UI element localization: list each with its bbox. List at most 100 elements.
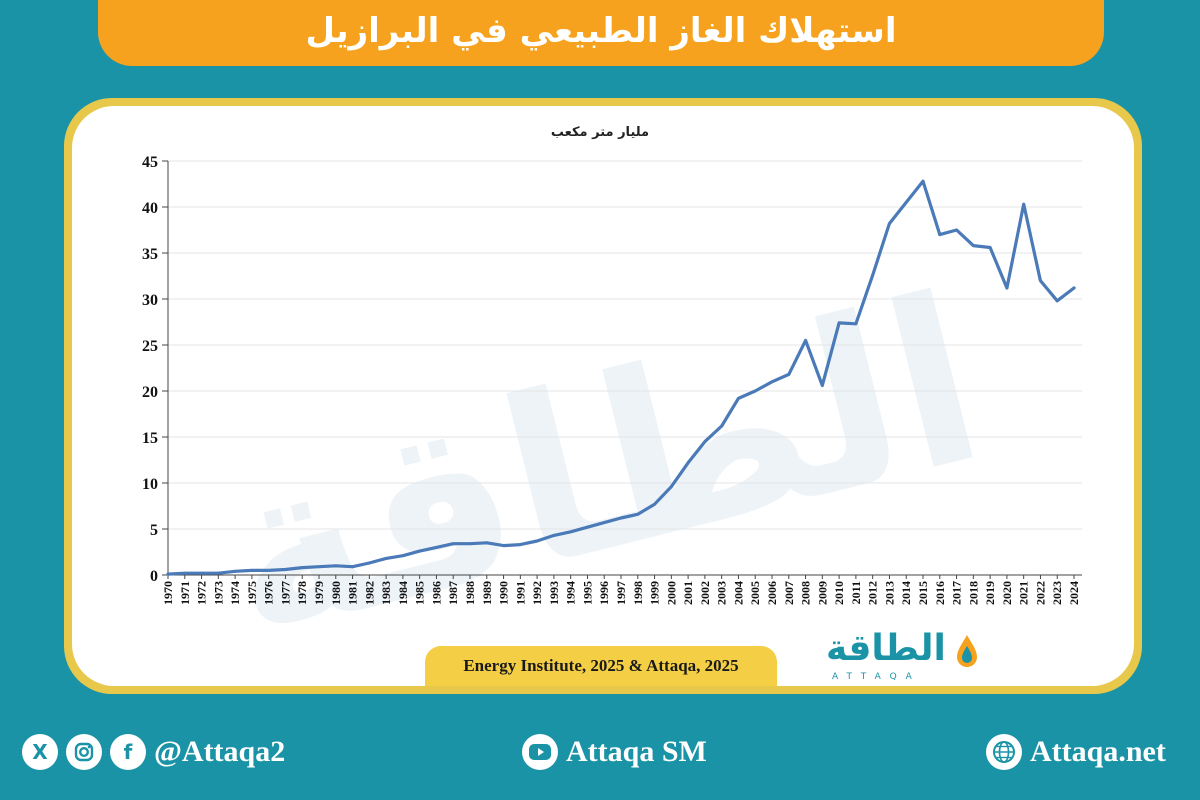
x-tick-label: 1989: [480, 581, 494, 605]
y-tick-label: 5: [150, 522, 158, 539]
x-tick-label: 2023: [1050, 581, 1064, 605]
data-point: [619, 516, 623, 520]
data-point: [166, 572, 170, 576]
data-point: [871, 273, 875, 277]
youtube-channel[interactable]: Attaqa SM: [566, 735, 707, 768]
logo-arabic-text: الطاقة: [826, 628, 946, 669]
x-tick-label: 2018: [966, 581, 980, 605]
x-tick-label: 1990: [497, 581, 511, 605]
y-tick-label: 0: [150, 568, 158, 585]
attaqa-logo: الطاقة ATTAQA: [826, 628, 986, 684]
x-tick-label: 2017: [950, 581, 964, 605]
data-point: [703, 440, 707, 443]
x-tick-label: 1992: [530, 581, 544, 605]
x-tick-label: 2011: [849, 581, 863, 604]
x-tick-label: 1977: [278, 581, 292, 605]
website-link[interactable]: Attaqa.net: [1030, 735, 1166, 768]
footer: X f @Attaqa2 Attaqa SM Attaqa.net: [0, 722, 1200, 782]
data-point: [1055, 299, 1059, 303]
data-point: [602, 521, 606, 524]
data-point: [485, 541, 489, 545]
data-point: [535, 539, 539, 543]
x-icon[interactable]: X: [22, 734, 58, 770]
x-tick-label: 2020: [1000, 581, 1014, 605]
data-point: [367, 561, 371, 565]
x-tick-label: 2003: [715, 581, 729, 605]
social-handle[interactable]: @Attaqa2: [154, 735, 286, 768]
x-tick-label: 1986: [429, 581, 443, 605]
y-tick-label: 40: [142, 200, 158, 217]
x-tick-label: 2024: [1067, 581, 1081, 605]
data-point: [1005, 286, 1009, 290]
x-tick-label: 1995: [580, 581, 594, 605]
data-point: [401, 554, 405, 558]
globe-icon[interactable]: [986, 734, 1022, 770]
data-point: [518, 543, 522, 547]
x-tick-label: 1982: [362, 581, 376, 605]
data-point: [351, 565, 354, 569]
data-point: [502, 544, 505, 547]
data-point: [820, 384, 824, 387]
x-tick-label: 2005: [748, 581, 762, 605]
line-chart: الطاقة مليار متر مكعب 0 5 10 15 20 25 30 35 40 45 19…: [142, 125, 1082, 686]
data-point: [1072, 286, 1076, 290]
x-tick-label: 1993: [547, 581, 561, 605]
data-point: [988, 246, 992, 249]
data-point: [938, 233, 942, 236]
x-tick-label: 1991: [513, 581, 527, 605]
data-point: [888, 222, 891, 225]
x-tick-label: 2021: [1017, 581, 1031, 605]
data-point: [216, 571, 220, 575]
y-tick-label: 35: [142, 246, 158, 263]
x-tick-label: 2001: [681, 581, 695, 605]
data-point: [552, 534, 556, 537]
x-tick-label: 2010: [832, 581, 846, 605]
facebook-icon[interactable]: f: [110, 734, 146, 770]
x-tick-label: 2008: [799, 581, 813, 605]
data-point: [955, 228, 958, 232]
y-tick-label: 10: [142, 476, 158, 493]
x-tick-label: 1972: [195, 581, 209, 605]
x-tick-label: 2012: [866, 581, 880, 605]
youtube-icon[interactable]: [522, 734, 558, 770]
x-tick-label: 2016: [933, 581, 947, 605]
chart-title: مليار متر مكعب: [551, 125, 649, 140]
data-point: [720, 424, 724, 428]
data-point: [183, 571, 187, 575]
data-point: [770, 380, 774, 384]
x-tick-label: 1987: [446, 581, 460, 605]
data-point: [804, 339, 807, 342]
instagram-icon[interactable]: [66, 734, 102, 770]
data-point: [284, 568, 287, 571]
x-tick-label: 1973: [211, 581, 225, 605]
x-tick-label: 1997: [614, 581, 628, 605]
social-group: X f @Attaqa2: [22, 734, 285, 770]
x-tick-label: 1985: [413, 581, 427, 605]
data-point: [317, 565, 321, 569]
data-point: [669, 485, 673, 489]
data-point: [334, 564, 338, 568]
source-tab: Energy Institute, 2025 & Attaqa, 2025: [425, 646, 777, 686]
website-group: Attaqa.net: [986, 734, 1166, 770]
x-tick-label: 2022: [1033, 581, 1047, 605]
data-point: [250, 569, 254, 572]
y-tick-label: 30: [142, 292, 158, 309]
x-tick-label: 2000: [664, 581, 678, 605]
data-point: [1039, 279, 1042, 282]
data-point: [904, 201, 908, 204]
data-point: [384, 557, 388, 560]
title-bar: استهلاك الغاز الطبيعي في البرازيل: [98, 0, 1104, 66]
x-tick-label: 2014: [899, 581, 913, 605]
data-point: [787, 373, 791, 376]
youtube-group: Attaqa SM: [522, 734, 707, 770]
data-point: [737, 396, 740, 400]
x-tick-label: 1988: [463, 581, 477, 605]
chart-card-inner: الطاقة مليار متر مكعب 0 5 10 15 20 25 30 35 40 45 19…: [72, 106, 1134, 686]
data-point: [300, 566, 304, 570]
data-point: [636, 512, 640, 516]
x-tick-label: 2009: [815, 581, 829, 605]
x-tick-label: 1975: [245, 581, 259, 605]
x-tick-label: 1974: [228, 581, 242, 605]
x-tick-label: 2006: [765, 581, 779, 605]
data-point: [653, 502, 656, 506]
